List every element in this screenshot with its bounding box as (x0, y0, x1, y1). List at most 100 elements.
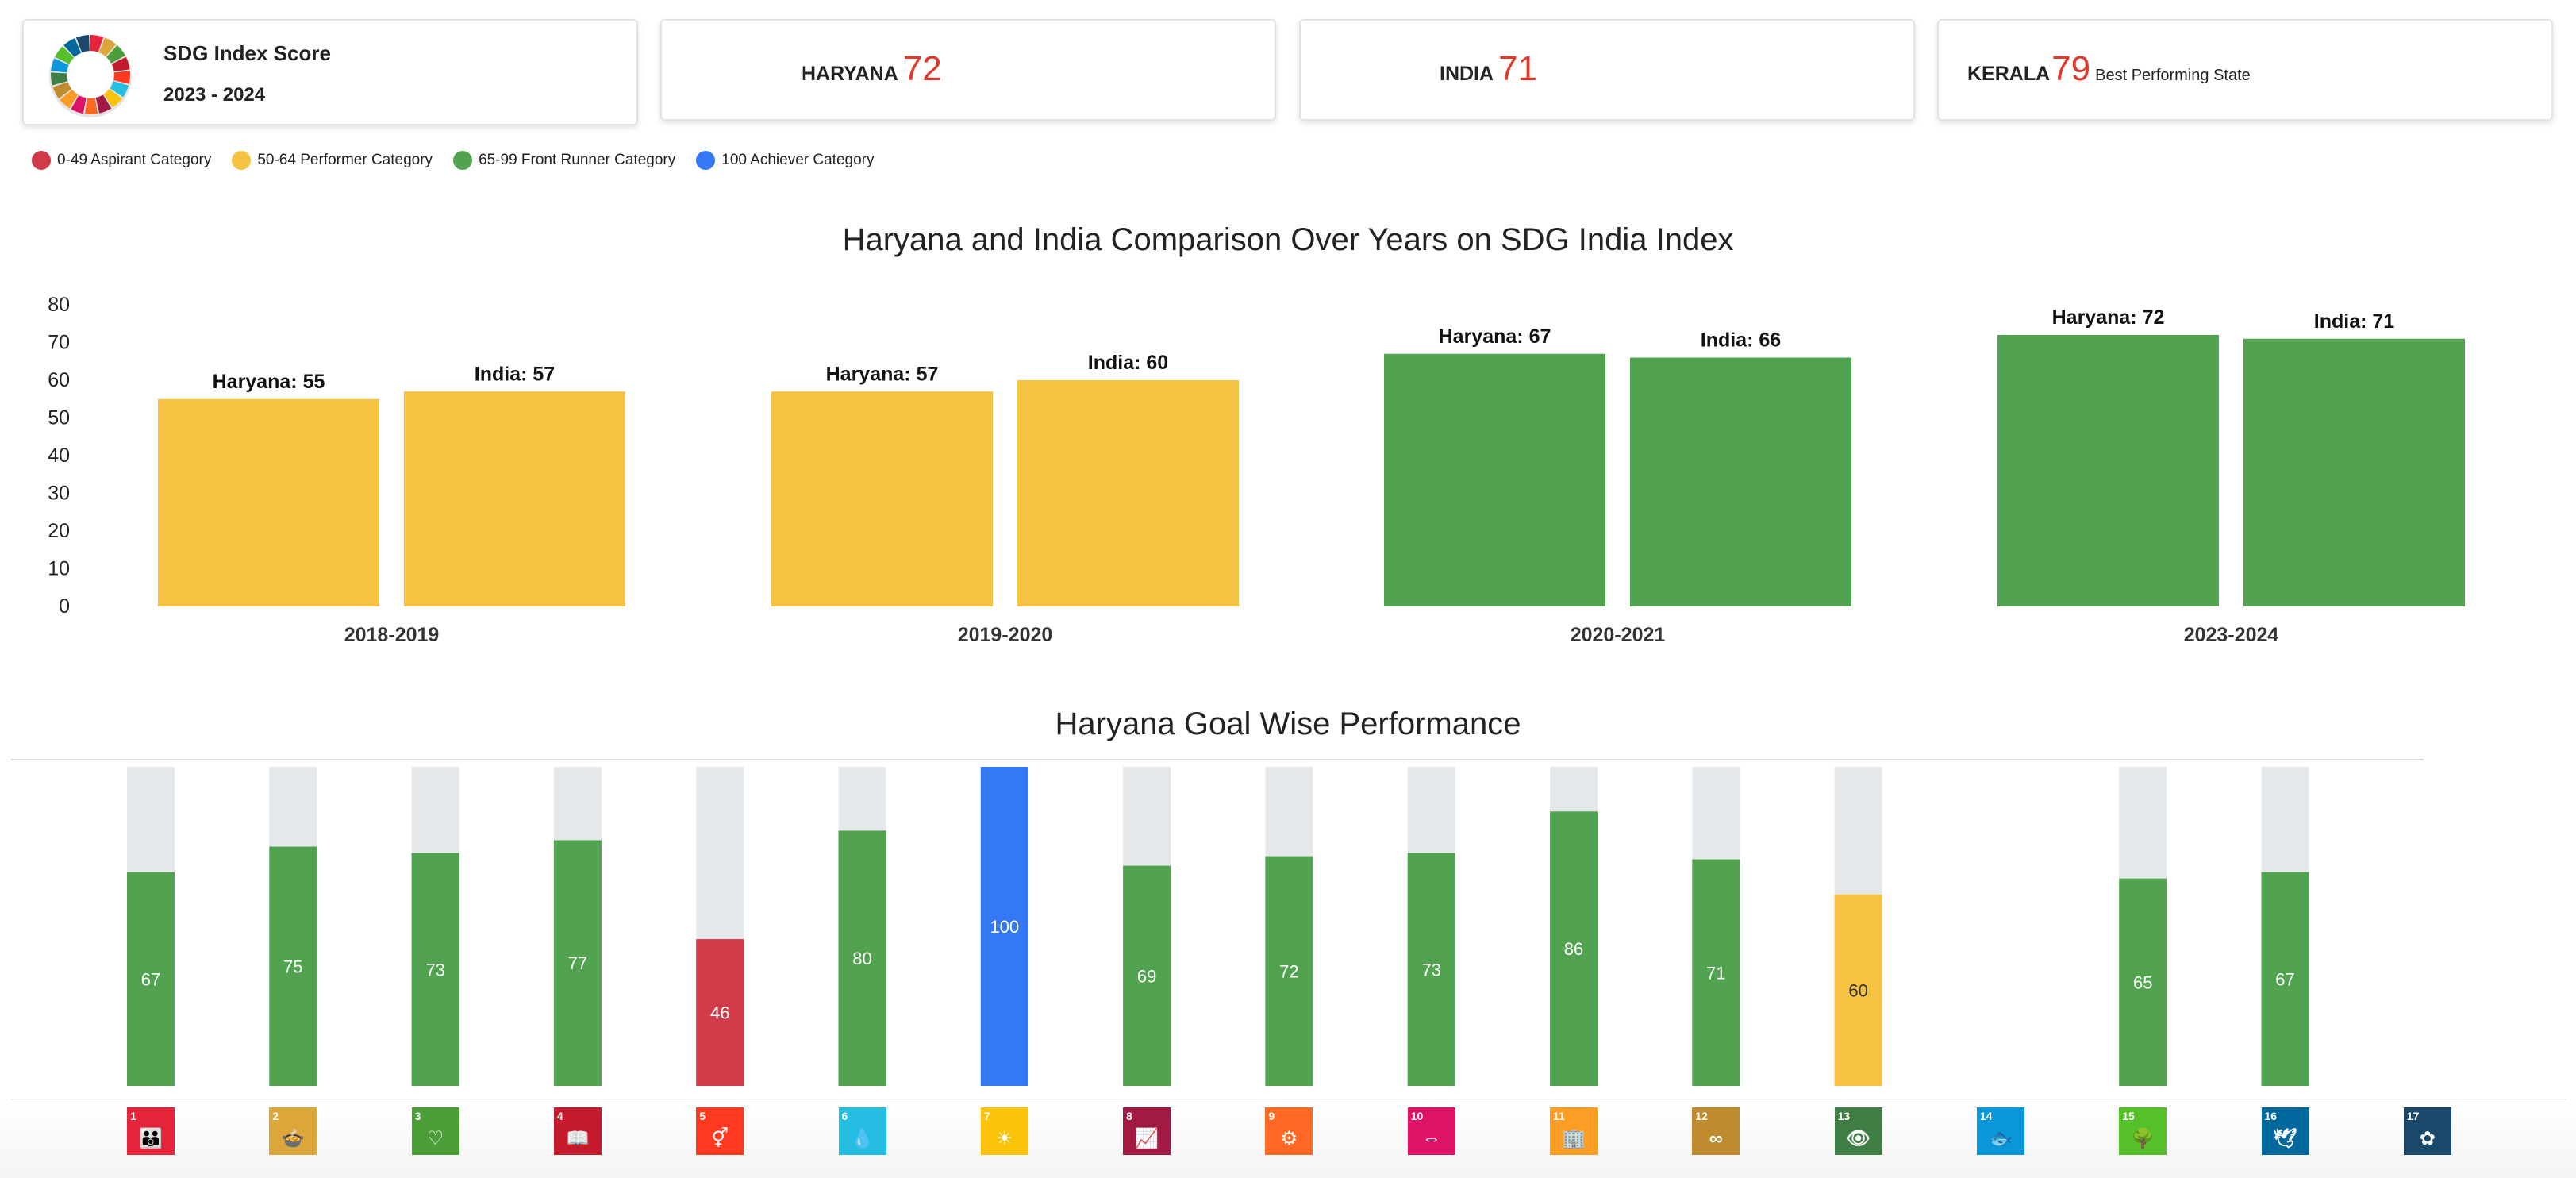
goal-bar-16[interactable] (2261, 872, 2309, 1086)
sdg-goal-number: 9 (1268, 1110, 1275, 1122)
clean-water-icon[interactable]: 6 💧 (838, 1107, 886, 1155)
gender-equality-icon[interactable]: 5 ⚥ (696, 1107, 744, 1155)
sdg-goal-number: 8 (1126, 1110, 1132, 1122)
bar-india-2020-2021[interactable] (1630, 357, 1851, 607)
goal-bar-value: 67 (141, 969, 160, 989)
bar-india-2019-2020[interactable] (1017, 380, 1239, 606)
decent-work-icon[interactable]: 8 📈 (1123, 1107, 1171, 1155)
y-tick-label: 30 (48, 483, 70, 505)
goal-chart-title: Haryana Goal Wise Performance (1055, 706, 1521, 741)
peace-justice-icon[interactable]: 16 🕊 (2261, 1107, 2309, 1155)
bar-data-label: India: 60 (1088, 352, 1168, 374)
responsible-consumption-icon[interactable]: 12 ∞ (1692, 1107, 1740, 1155)
kpi-label-haryana: HARYANA (802, 63, 898, 85)
bar-data-label: India: 57 (475, 363, 555, 385)
wheel-segment (110, 81, 129, 98)
legend-item-front-runner[interactable]: 65-99 Front Runner Category (453, 151, 675, 170)
climate-action-icon[interactable]: 13 👁 (1834, 1107, 1882, 1155)
legend-label-aspirant: 0-49 Aspirant Category (57, 152, 212, 168)
sdg-goal-glyph: 🍲 (281, 1128, 306, 1149)
sdg-goal-number: 7 (983, 1110, 990, 1122)
sdg-goal-number: 14 (1979, 1110, 1993, 1122)
sdg-goal-glyph: ✿ (2419, 1128, 2436, 1149)
bar-data-label: India: 71 (2314, 310, 2395, 333)
goal-bar-value: 73 (1421, 960, 1440, 980)
goal-bar-13[interactable] (1834, 894, 1882, 1086)
kerala-score-card: KERALA 79 Best Performing State (1937, 19, 2553, 121)
industry-innovation-icon[interactable]: 9 ⚙ (1265, 1107, 1313, 1155)
legend-dot-performer (232, 151, 252, 170)
life-below-water-icon[interactable]: 14 🐟 (1976, 1107, 2024, 1155)
goal-bar-12[interactable] (1692, 859, 1740, 1086)
sdg-goal-glyph: ⚙ (1280, 1128, 1298, 1149)
goal-bar-1[interactable] (127, 872, 175, 1086)
goal-bar-value: 69 (1137, 966, 1156, 986)
goal-bar-8[interactable] (1123, 865, 1171, 1086)
goal-bar-7[interactable] (980, 767, 1028, 1086)
sdg-wheel-icon (49, 35, 132, 117)
sdg-goal-glyph: ⇔ (1421, 1128, 1441, 1149)
reduced-inequalities-icon[interactable]: 10 ⇔ (1407, 1107, 1455, 1155)
sustainable-cities-icon[interactable]: 11 🏢 (1550, 1107, 1598, 1155)
no-poverty-icon[interactable]: 1 👪 (127, 1107, 175, 1155)
y-tick-label: 10 (48, 558, 70, 580)
goal-bar-value: 77 (568, 953, 587, 973)
goal-bar-value: 86 (1564, 939, 1583, 959)
goal-bar-5[interactable] (696, 939, 744, 1086)
goal-bar-value: 65 (2133, 972, 2152, 992)
kpi-label-kerala: KERALA (1967, 63, 2051, 85)
goal-bar-4[interactable] (553, 840, 602, 1086)
bar-haryana-2018-2019[interactable] (158, 398, 379, 606)
wheel-segment (51, 72, 68, 86)
goal-bar-value: 46 (710, 1003, 729, 1023)
sdg-goal-glyph: ⚥ (711, 1128, 729, 1149)
partnerships-icon[interactable]: 17 ✿ (2403, 1107, 2451, 1155)
quality-education-icon[interactable]: 4 📖 (553, 1107, 602, 1155)
y-tick-label: 40 (48, 445, 70, 467)
bar-haryana-2020-2021[interactable] (1384, 353, 1605, 606)
zero-hunger-icon[interactable]: 2 🍲 (269, 1107, 317, 1155)
wheel-segment (111, 56, 130, 72)
bar-haryana-2023-2024[interactable] (1997, 335, 2219, 606)
sdg-goal-number: 6 (841, 1110, 848, 1122)
kpi-label-india: INDIA (1440, 63, 1494, 85)
wheel-segment (106, 45, 125, 64)
life-on-land-icon[interactable]: 15 🌳 (2119, 1107, 2167, 1155)
wheel-segment (51, 58, 69, 73)
wheel-segment (113, 71, 130, 84)
bar-india-2018-2019[interactable] (404, 391, 625, 606)
goal-bar-10[interactable] (1407, 853, 1455, 1086)
goal-bar-value: 60 (1848, 980, 1867, 1000)
goal-bar-3[interactable] (411, 853, 459, 1086)
y-tick-label: 80 (48, 294, 70, 316)
bar-haryana-2019-2020[interactable] (771, 391, 993, 606)
good-health-icon[interactable]: 3 ♡ (411, 1107, 459, 1155)
y-tick-label: 20 (48, 520, 70, 542)
sdg-goal-number: 3 (414, 1110, 421, 1122)
legend-item-aspirant[interactable]: 0-49 Aspirant Category (32, 151, 211, 170)
goal-bar-6[interactable] (838, 830, 886, 1086)
bar-data-label: Haryana: 55 (213, 371, 325, 393)
goal-bar-15[interactable] (2119, 878, 2167, 1086)
goal-bar-9[interactable] (1265, 856, 1313, 1086)
y-tick-label: 0 (59, 595, 70, 618)
sdg-goal-icon-strip: 1 👪 2 🍲 3 ♡ 4 📖 5 ⚥ 6 💧 7 ☀ 8 📈 9 ⚙ 10 ⇔ 11 🏢 12 ∞ 13 👁 14 🐟 15 🌳 16 🕊 1… (0, 1099, 2576, 1178)
goal-bar-2[interactable] (269, 846, 317, 1087)
sdg-goal-glyph: 📈 (1135, 1128, 1159, 1149)
clean-energy-icon[interactable]: 7 ☀ (980, 1107, 1028, 1155)
wheel-segment (84, 98, 98, 114)
sdg-goal-number: 1 (130, 1110, 136, 1122)
legend-label-front-runner: 65-99 Front Runner Category (479, 152, 676, 168)
kpi-value-kerala: 79 (2051, 49, 2091, 88)
sdg-goal-glyph: 🐟 (1988, 1128, 2013, 1149)
goal-bar-11[interactable] (1550, 811, 1598, 1086)
haryana-score-card: HARYANA 72 (660, 19, 1276, 121)
bar-india-2023-2024[interactable] (2243, 338, 2465, 606)
sdg-goal-glyph: ∞ (1709, 1128, 1723, 1149)
sdg-goal-glyph: 👁 (1846, 1128, 1870, 1149)
y-tick-label: 70 (48, 332, 70, 354)
legend-item-achiever[interactable]: 100 Achiever Category (696, 151, 874, 170)
legend-item-performer[interactable]: 50-64 Performer Category (232, 151, 433, 170)
wheel-segment (98, 37, 117, 57)
comparison-chart-title: Haryana and India Comparison Over Years … (842, 222, 1734, 257)
